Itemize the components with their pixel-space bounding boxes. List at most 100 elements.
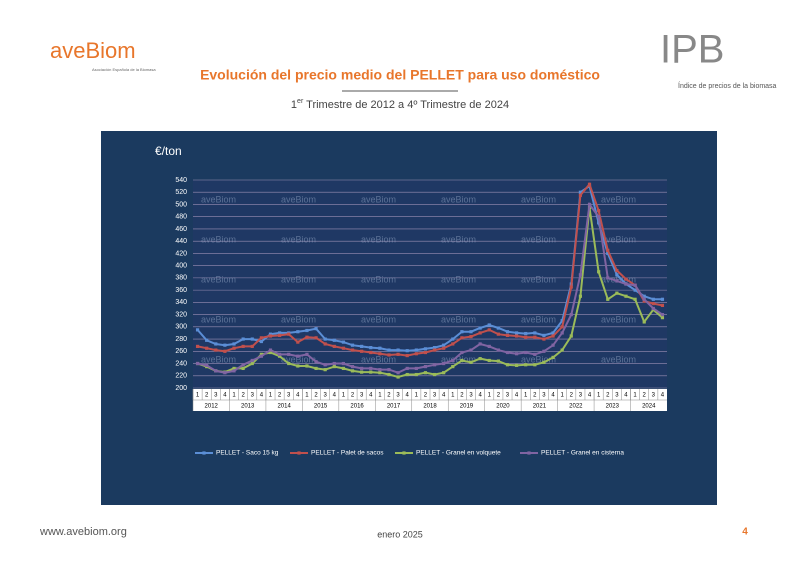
year-label: 2020 <box>496 404 510 410</box>
point <box>460 350 464 355</box>
point <box>615 279 619 283</box>
point <box>296 330 300 334</box>
year-label: 2023 <box>606 404 620 410</box>
point <box>642 299 646 303</box>
point <box>341 361 346 366</box>
point <box>241 337 245 341</box>
series-line <box>197 207 664 379</box>
x-tick-label: 2 <box>570 393 574 399</box>
watermark: aveBiom <box>441 194 476 204</box>
point <box>487 328 491 332</box>
point <box>305 335 309 339</box>
point <box>551 343 555 347</box>
watermark: aveBiom <box>601 354 636 364</box>
point <box>369 370 373 374</box>
point <box>551 355 555 360</box>
x-tick-label: 2 <box>387 393 391 399</box>
point <box>514 331 519 335</box>
point <box>524 331 528 336</box>
point <box>323 368 327 372</box>
x-tick-label: 1 <box>633 393 637 399</box>
year-label: 2012 <box>205 404 219 410</box>
point <box>405 366 409 371</box>
point <box>505 330 510 334</box>
point <box>277 331 282 335</box>
point <box>587 202 592 207</box>
point <box>524 363 528 367</box>
point <box>578 190 583 194</box>
point <box>205 363 209 367</box>
point <box>442 361 446 366</box>
point <box>496 332 500 336</box>
y-tick-label: 260 <box>175 348 187 355</box>
subtitle: 1er Trimestre de 2012 a 4º Trimestre de … <box>291 98 509 111</box>
x-tick-label: 1 <box>305 393 309 399</box>
point <box>560 348 564 352</box>
point <box>232 342 236 346</box>
point <box>423 350 428 355</box>
subtitle-rest: Trimestre de 2012 a 4º Trimestre de 2024 <box>303 99 509 111</box>
point <box>514 363 519 367</box>
legend-marker <box>527 451 531 455</box>
point <box>496 348 500 352</box>
x-tick-label: 3 <box>360 393 364 399</box>
point <box>432 363 437 367</box>
legend-label: PELLET - Saco 15 kg <box>216 450 279 457</box>
point <box>560 325 564 329</box>
point <box>378 346 382 350</box>
x-tick-label: 3 <box>615 393 619 399</box>
year-label: 2021 <box>533 404 547 410</box>
y-tick-label: 540 <box>175 177 187 184</box>
point <box>232 346 236 350</box>
point <box>514 334 519 338</box>
point <box>350 364 355 369</box>
point <box>442 346 446 350</box>
year-label: 2016 <box>350 404 364 410</box>
x-tick-label: 1 <box>524 393 528 399</box>
watermark: aveBiom <box>521 274 556 284</box>
y-tick-label: 340 <box>175 299 187 306</box>
point <box>524 335 528 339</box>
point <box>205 338 209 342</box>
point <box>478 326 482 330</box>
point <box>542 349 546 353</box>
point <box>642 294 646 298</box>
x-tick-label: 4 <box>296 393 300 399</box>
point <box>332 344 336 348</box>
x-tick-label: 2 <box>241 393 245 399</box>
point <box>323 337 327 341</box>
watermark: aveBiom <box>201 194 236 204</box>
point <box>597 270 601 274</box>
y-tick-label: 380 <box>175 275 187 282</box>
point <box>314 360 318 364</box>
subtitle-num: 1 <box>291 99 297 111</box>
watermark: aveBiom <box>521 314 556 324</box>
point <box>451 364 455 369</box>
x-tick-label: 2 <box>497 393 501 399</box>
logo-right-sub: Índice de precios de la biomasa <box>678 81 777 90</box>
point <box>396 375 400 379</box>
series-line <box>197 182 663 357</box>
point <box>396 371 400 375</box>
point <box>387 348 391 352</box>
point <box>615 291 619 295</box>
point <box>423 364 428 369</box>
x-tick-label: 3 <box>287 393 291 399</box>
point <box>432 372 437 377</box>
legend-label: PELLET - Granel en cisterna <box>541 450 624 457</box>
x-tick-label: 1 <box>597 393 601 399</box>
watermark: aveBiom <box>201 354 236 364</box>
point <box>360 370 364 374</box>
point <box>606 251 610 256</box>
point <box>551 334 555 338</box>
point <box>633 288 637 292</box>
point <box>214 348 218 352</box>
watermark: aveBiom <box>281 234 316 244</box>
point <box>505 350 510 355</box>
point <box>250 361 254 366</box>
point <box>396 348 400 352</box>
point <box>469 330 473 334</box>
point <box>624 282 628 286</box>
point <box>660 303 665 308</box>
point <box>414 372 418 377</box>
